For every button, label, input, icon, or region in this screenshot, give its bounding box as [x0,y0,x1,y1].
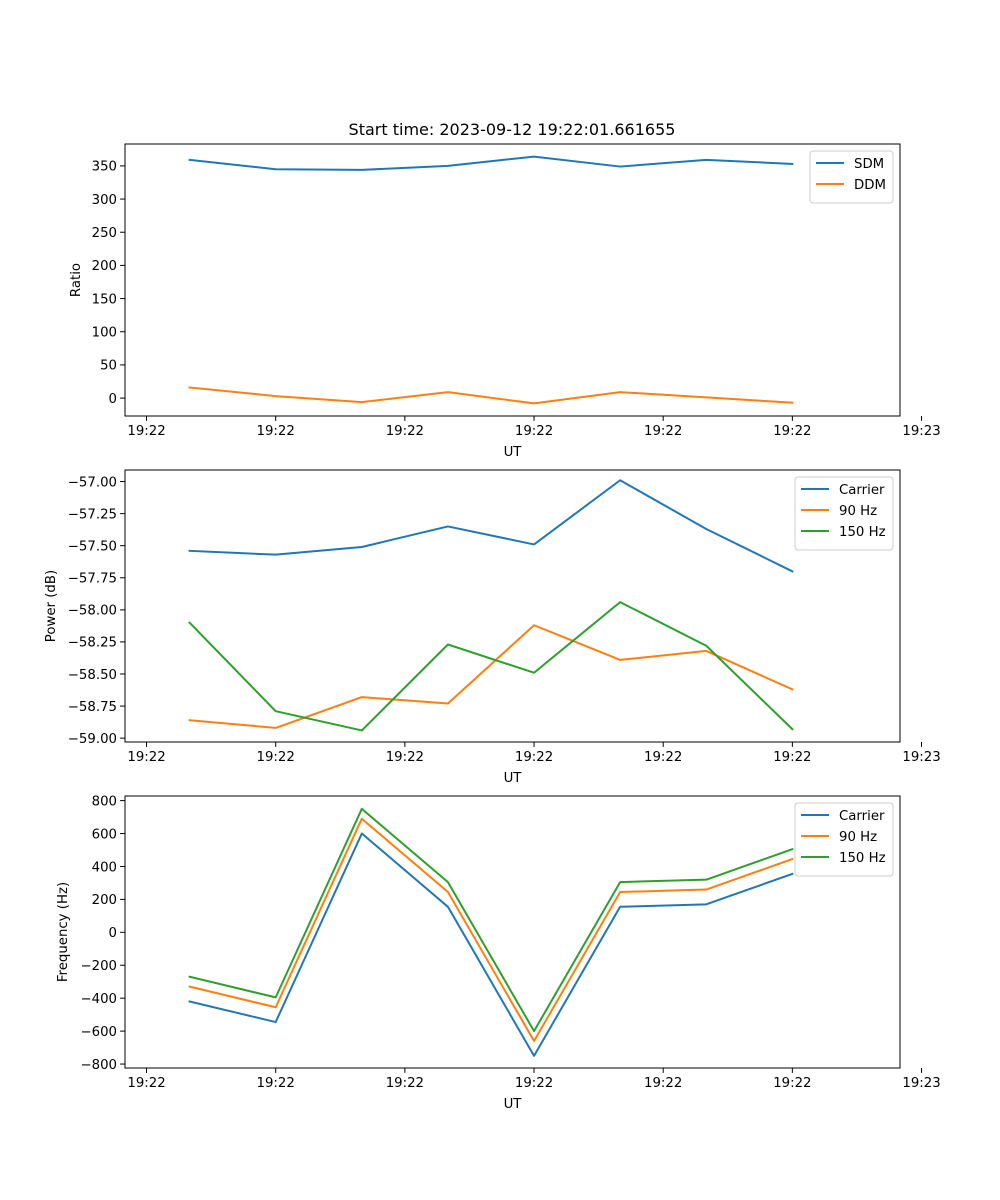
x-tick-label: 19:22 [644,1076,682,1091]
series-line-sdm [188,155,794,171]
axes-frame [124,143,901,417]
x-tick-label: 19:22 [127,424,165,439]
y-tick-label: −400 [80,992,117,1007]
y-tick-label: 50 [100,359,117,374]
axes-2: 19:22 19:22 19:22 19:22 19:22 19:22 19:23 −59.0… [44,469,941,786]
y-tick-label: 200 [92,259,117,274]
legend-label: Carrier [839,483,885,498]
y-tick-label: −58.50 [68,668,117,683]
axes-3: 19:22 19:22 19:22 19:22 19:22 19:22 19:23 −800 −… [56,794,941,1112]
x-tick-label: 19:22 [773,424,811,439]
x-tick-label: 19:22 [515,1076,553,1091]
y-tick-label: −600 [80,1025,117,1040]
x-tick-label: 19:22 [386,424,424,439]
series-line-ddm [188,386,794,405]
x-tick-label: 19:22 [773,750,811,765]
x-tick-label: 19:22 [386,750,424,765]
series-line-150-hz [188,601,794,732]
x-tick-label: 19:22 [515,424,553,439]
y-tick-label: 250 [92,226,117,241]
x-axis-label: UT [504,1097,523,1112]
y-tick-label: −58.75 [68,700,117,715]
y-tick-label: 800 [92,794,117,809]
x-tick-label: 19:22 [127,1076,165,1091]
y-axis-label: Power (dB) [44,570,59,642]
y-tick-label: −57.75 [68,572,117,587]
y-tick-label: −57.50 [68,539,117,554]
x-tick-label: 19:22 [644,750,682,765]
y-tick-label: 300 [92,193,117,208]
x-tick-label: 19:22 [257,1076,295,1091]
legend: Carrier 90 Hz 150 Hz [794,802,894,877]
x-tick-label: 19:22 [257,750,295,765]
y-axis-label: Frequency (Hz) [56,882,71,982]
y-tick-label: 100 [92,326,117,341]
legend-label: SDM [854,157,884,172]
y-tick-label: 350 [92,160,117,175]
x-tick-label: 19:23 [902,1076,940,1091]
series-line-carrier [188,832,794,1057]
series-line-carrier [188,479,794,573]
y-tick-label: −57.00 [68,475,117,490]
legend: Carrier 90 Hz 150 Hz [794,476,894,551]
legend-label: Carrier [839,809,885,824]
y-tick-label: −59.00 [68,732,117,747]
y-tick-label: −200 [80,959,117,974]
x-tick-label: 19:22 [386,1076,424,1091]
y-tick-label: 600 [92,827,117,842]
series-line-150-hz [188,807,794,1033]
legend: SDM DDM [809,150,894,204]
x-tick-label: 19:22 [644,424,682,439]
x-axis-label: UT [504,445,523,460]
axes-1: 19:22 19:22 19:22 19:22 19:22 19:22 19:23 0 50 10… [69,143,941,460]
x-tick-label: 19:22 [257,424,295,439]
axes-frame [124,795,901,1069]
y-tick-label: −58.25 [68,636,117,651]
legend-label: 150 Hz [839,851,886,866]
x-tick-label: 19:22 [773,1076,811,1091]
y-tick-label: −58.00 [68,604,117,619]
plot-area [125,470,900,742]
y-axis-label: Ratio [69,263,84,297]
plots-container: 19:22 19:22 19:22 19:22 19:22 19:22 19:23 0 50 10… [44,143,941,1112]
plot-area [125,796,900,1068]
y-tick-label: 0 [109,392,117,407]
axes-frame [124,469,901,743]
legend-label: 90 Hz [839,830,877,845]
y-tick-label: 200 [92,893,117,908]
figure-title: Start time: 2023-09-12 19:22:01.661655 [349,120,676,139]
series-line-90-hz [188,624,794,729]
y-tick-label: 0 [109,926,117,941]
x-tick-label: 19:23 [902,750,940,765]
x-tick-label: 19:23 [902,424,940,439]
legend-label: DDM [854,178,886,193]
legend-label: 150 Hz [839,525,886,540]
y-tick-label: 150 [92,292,117,307]
x-axis-label: UT [504,771,523,786]
y-tick-label: −800 [80,1058,117,1073]
x-tick-label: 19:22 [127,750,165,765]
y-tick-label: 400 [92,860,117,875]
y-tick-label: −57.25 [68,507,117,522]
legend-label: 90 Hz [839,504,877,519]
series-line-90-hz [188,817,794,1042]
plot-area [125,144,900,416]
x-tick-label: 19:22 [515,750,553,765]
